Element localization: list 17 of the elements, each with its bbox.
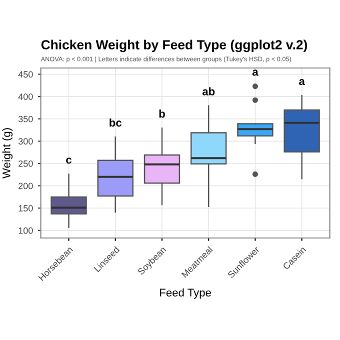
y-axis-title: Weight (g) [2,128,13,178]
y-tick-label: 450 [18,71,33,78]
y-tick-label: 150 [18,205,33,212]
y-tick-label: 200 [18,182,33,190]
annotation: b [159,110,165,118]
annotation: c [66,158,72,164]
y-tick-label: 350 [18,116,33,122]
y-tick-label: 100 [18,227,33,234]
chart-title: Chicken Weight by Feed Type (ggplot2 v.2) [41,40,308,52]
y-tick-label: 250 [18,160,33,167]
annotation: a [252,70,258,76]
x-axis-title: Feed Type [160,288,211,299]
annotation: a [299,79,305,86]
annotation: bc [110,118,122,127]
y-tick-label: 400 [18,94,33,100]
y-tick-label: 300 [18,138,33,145]
annotation: ab [202,87,215,96]
